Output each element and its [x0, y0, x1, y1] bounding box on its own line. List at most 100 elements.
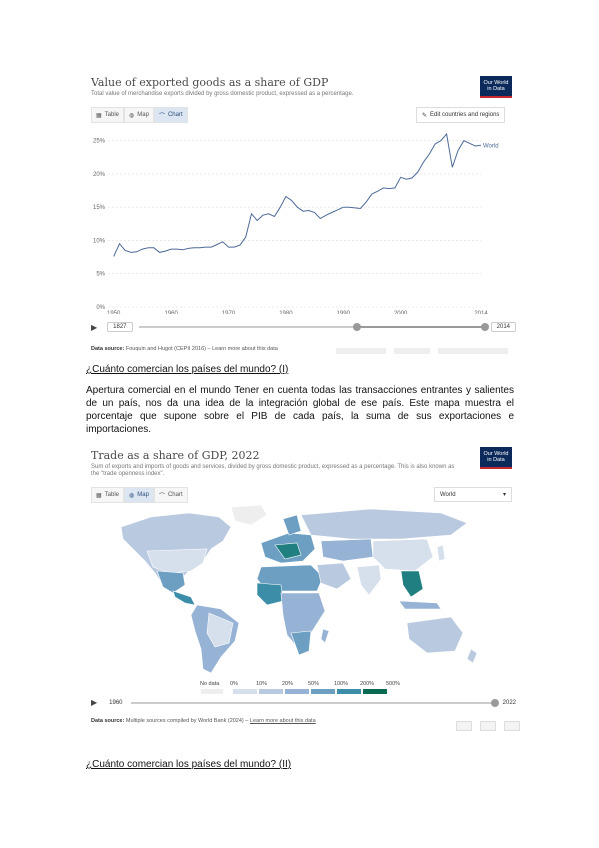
map-central-asia: [320, 538, 374, 562]
table-icon: ▦: [96, 492, 102, 499]
legend-label: 10%: [256, 681, 268, 687]
legend-label: 500%: [386, 681, 401, 687]
series-line-world: [113, 132, 482, 257]
tab-label: Chart: [167, 112, 183, 118]
map-indonesia: [398, 600, 442, 610]
map-new-zealand: [466, 648, 478, 664]
source-text: Fouquin and Hugot (CEPII 2016) – Learn m…: [125, 346, 278, 352]
data-source: Data source: Multiple sources compiled b…: [91, 718, 316, 724]
legend-label: 100%: [334, 681, 349, 687]
map-mexico: [156, 570, 186, 594]
map-subtitle: Sum of exports and imports of goods and …: [91, 464, 455, 477]
map-central-america: [172, 590, 196, 606]
tab-label: Chart: [167, 492, 183, 498]
owid-logo: Our World in Data: [480, 76, 512, 98]
legend-swatches: [200, 688, 410, 695]
tab-label: Table: [104, 492, 120, 498]
x-tick-label: 2000: [394, 311, 408, 314]
map-russia: [300, 508, 468, 540]
source-separator: –: [245, 718, 250, 724]
y-tick-label: 10%: [93, 238, 106, 244]
map-middle-east: [316, 562, 352, 590]
legend-label: No data: [200, 681, 220, 687]
expand-button[interactable]: [504, 721, 520, 731]
share-button[interactable]: [480, 721, 496, 731]
view-tabs: ▦ Table ◍ Map ⌒ Chart: [91, 107, 188, 123]
map-china: [372, 538, 434, 572]
legend-label: 20%: [282, 681, 294, 687]
edit-button-label: Edit countries and regions: [430, 112, 500, 118]
timeline-end[interactable]: 2014: [490, 322, 516, 332]
footer-buttons: [456, 721, 520, 731]
x-tick-label: 1980: [279, 311, 293, 314]
logo-line-2: in Data: [487, 86, 505, 92]
y-tick-label: 0%: [96, 305, 105, 311]
expand-button[interactable]: [438, 348, 508, 354]
chevron-down-icon: ▾: [502, 492, 506, 498]
logo-line-1: Our World: [483, 451, 509, 457]
timeline-handle-end[interactable]: [480, 323, 489, 331]
timeline-track[interactable]: [130, 698, 499, 707]
legend-swatch-0: [232, 688, 258, 695]
map-southern-africa: [290, 630, 312, 656]
chart-title: Value of exported goods as a share of GD…: [91, 76, 329, 89]
tab-map[interactable]: ◍ Map: [124, 487, 154, 503]
tab-label: Table: [104, 112, 120, 118]
footer-buttons: [336, 348, 508, 354]
x-tick-label: 1990: [337, 311, 351, 314]
map-legend: No data 0% 10% 20% 50% 100% 200% 500%: [200, 681, 410, 695]
timeline-handle[interactable]: [490, 698, 499, 707]
timeline: ▶ 1960 2022: [91, 698, 516, 707]
map-greenland: [230, 505, 268, 526]
timeline-handle-start[interactable]: [352, 323, 361, 331]
legend-swatch-200: [362, 688, 388, 695]
chart-icon: ⌒: [158, 493, 165, 500]
map-australia: [406, 616, 464, 654]
x-tick-label: 1950: [107, 311, 121, 314]
globe-icon: ◍: [129, 112, 135, 119]
heading-trade-2[interactable]: ¿Cuánto comercian los países del mundo? …: [86, 759, 292, 770]
share-button[interactable]: [394, 348, 430, 354]
tab-table[interactable]: ▦ Table: [91, 107, 125, 123]
edit-countries-button[interactable]: ✎ Edit countries and regions: [416, 107, 506, 123]
map-west-africa: [256, 582, 284, 606]
figure-trade-map: Trade as a share of GDP, 2022 Sum of exp…: [86, 443, 520, 731]
learn-more-link[interactable]: Learn more about this data: [249, 718, 316, 724]
timeline-end[interactable]: 2022: [502, 699, 516, 706]
legend-label: 50%: [308, 681, 320, 687]
world-map: [120, 505, 478, 674]
legend-swatch-10: [258, 688, 284, 695]
x-tick-label: 2014: [474, 311, 488, 314]
region-select[interactable]: World ▾: [434, 487, 512, 502]
tab-chart[interactable]: ⌒ Chart: [153, 107, 188, 123]
play-icon[interactable]: ▶: [91, 698, 98, 707]
timeline-track[interactable]: [138, 323, 489, 331]
exports-line-chart: 0% 5% 10% 15% 20% 25% 1950 1960 1970 1980 1990 2000…: [93, 132, 499, 314]
tab-chart[interactable]: ⌒ Chart: [153, 487, 188, 503]
timeline-start[interactable]: 1960: [109, 699, 123, 706]
x-tick-label: 1960: [164, 311, 178, 314]
download-button[interactable]: [336, 348, 386, 354]
y-tick-label: 20%: [93, 172, 106, 178]
map-india: [356, 564, 382, 596]
heading-trade-1[interactable]: ¿Cuánto comercian los países del mundo? …: [86, 364, 289, 375]
data-source: Data source: Fouquin and Hugot (CEPII 20…: [91, 346, 278, 352]
timeline-start[interactable]: 1827: [107, 322, 133, 332]
view-tabs: ▦ Table ◍ Map ⌒ Chart: [91, 487, 188, 503]
y-tick-label: 15%: [93, 205, 106, 211]
download-button[interactable]: [456, 721, 472, 731]
x-tick-label: 1970: [222, 311, 236, 314]
series-label: World: [483, 143, 499, 149]
legend-swatch-100: [336, 688, 362, 695]
tab-map[interactable]: ◍ Map: [124, 107, 154, 123]
chart-subtitle: Total value of merchandise exports divid…: [91, 91, 354, 97]
map-japan: [436, 544, 446, 562]
region-select-value: World: [440, 491, 456, 498]
legend-swatch-50: [310, 688, 336, 695]
logo-line-2: in Data: [487, 457, 505, 463]
map-se-asia: [400, 570, 424, 598]
owid-logo: Our World in Data: [480, 447, 512, 469]
play-icon[interactable]: ▶: [91, 322, 98, 332]
tab-table[interactable]: ▦ Table: [91, 487, 125, 503]
chart-icon: ⌒: [158, 113, 165, 120]
